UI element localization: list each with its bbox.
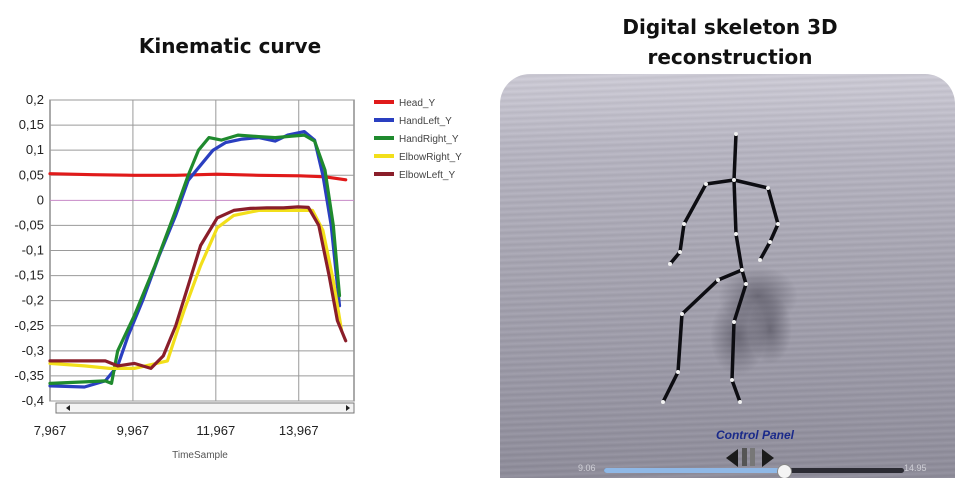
skeleton-joint: [744, 282, 748, 286]
skeleton-bone: [730, 378, 742, 404]
pause-icon: [742, 448, 758, 469]
viewer-heading: Digital skeleton 3D reconstruction: [560, 12, 900, 72]
skeleton-bone: [732, 132, 738, 182]
skeleton-bone: [732, 178, 738, 236]
control-panel-label: Control Panel: [715, 428, 794, 442]
skeleton-joint: [680, 312, 684, 316]
skeleton-shadow: [710, 266, 798, 376]
step-back-icon: [726, 449, 738, 467]
skeleton-joint: [678, 250, 682, 254]
x-tick-label: 13,967: [279, 423, 319, 438]
skeleton-bone: [758, 240, 772, 262]
skeleton-figure[interactable]: [661, 132, 780, 404]
y-tick-label: -0,1: [22, 243, 44, 258]
y-tick-label: 0,05: [19, 167, 44, 182]
x-tick-label: 7,967: [34, 423, 67, 438]
x-axis-title: TimeSample: [172, 450, 228, 461]
kinematic-chart-panel: 0,2 0,15 0,1 0,05 0 -0,05 -0,1 -0,15 -0,2 -0,25 -0…: [0, 76, 500, 478]
scroll-left-icon[interactable]: [66, 405, 70, 411]
step-back-button[interactable]: [726, 448, 740, 468]
series-line-head-y: [48, 172, 348, 182]
chart-heading: Kinematic curve: [138, 34, 322, 58]
skeleton-bone: [668, 250, 682, 266]
skeleton-scene: [661, 132, 798, 404]
skeleton-bone: [661, 370, 680, 404]
skeleton-joint: [661, 400, 665, 404]
x-tick-label: 11,967: [196, 423, 235, 438]
skeleton-bone: [682, 182, 708, 226]
series-line-handright-y: [48, 133, 342, 385]
scroll-right-icon[interactable]: [346, 405, 350, 411]
y-tick-label: -0,35: [14, 368, 44, 383]
skeleton-joint: [682, 222, 686, 226]
skeleton-joint: [732, 178, 736, 182]
skeleton-joint: [758, 258, 762, 262]
skeleton-joint: [676, 370, 680, 374]
time-start: 9.06: [578, 463, 596, 473]
skeleton-joint: [716, 278, 720, 282]
y-tick-label: -0,25: [14, 318, 44, 333]
skeleton-bone: [740, 268, 748, 286]
y-tick-label: 0,2: [26, 92, 44, 107]
y-tick-label: 0,1: [26, 142, 44, 157]
skeleton-bone: [704, 178, 736, 186]
legend-entry: ElbowRight_Y: [399, 152, 462, 163]
legend-entry: HandRight_Y: [399, 134, 459, 145]
y-tick-label: -0,05: [14, 217, 44, 232]
legend-entry: ElbowLeft_Y: [399, 170, 455, 181]
y-tick-label: -0,15: [14, 268, 44, 283]
y-tick-label: 0,15: [19, 117, 44, 132]
series-line-elbowleft-y: [48, 205, 348, 370]
kinematic-chart: 0,2 0,15 0,1 0,05 0 -0,05 -0,1 -0,15 -0,2 -0,25 -0…: [14, 92, 462, 461]
timeline-slider[interactable]: [604, 464, 904, 478]
skeleton-joint: [768, 240, 772, 244]
skeleton-bone: [716, 268, 744, 282]
control-panel: Control Panel 9.06 14.95: [500, 426, 955, 478]
y-tick-label: -0,2: [22, 293, 44, 308]
skeleton-joint: [734, 232, 738, 236]
skeleton-joint: [766, 186, 770, 190]
x-tick-label: 9,967: [117, 423, 150, 438]
y-tick-label: 0: [37, 192, 44, 207]
skeleton-bone: [732, 178, 770, 190]
skeleton-bone: [730, 320, 736, 382]
legend-entry: HandLeft_Y: [399, 116, 452, 127]
step-forward-icon: [762, 449, 774, 467]
y-tick-label: -0,4: [22, 393, 44, 408]
y-tick-label: -0,3: [22, 343, 44, 358]
skeleton-bone: [768, 222, 780, 244]
skeleton-bone: [680, 278, 720, 316]
viewer-heading-line2: reconstruction: [647, 45, 813, 69]
time-end: 14.95: [904, 463, 927, 473]
skeleton-joint: [732, 320, 736, 324]
chart-scrollbar[interactable]: [55, 402, 355, 414]
skeleton-joint: [704, 182, 708, 186]
skeleton-joint: [738, 400, 742, 404]
skeleton-joint: [730, 378, 734, 382]
step-forward-button[interactable]: [762, 448, 776, 468]
timeline-thumb[interactable]: [777, 464, 792, 478]
skeleton-bone: [678, 222, 686, 254]
legend-entry: Head_Y: [399, 98, 435, 109]
skeleton-joint: [776, 222, 780, 226]
skeleton-bone: [766, 186, 780, 226]
timeline-progress: [604, 468, 784, 473]
viewer-heading-line1: Digital skeleton 3D: [622, 15, 838, 39]
skeleton-joint: [740, 268, 744, 272]
skeleton-joint: [668, 262, 672, 266]
skeleton-bone: [676, 312, 684, 374]
skeleton-3d-viewer[interactable]: Control Panel 9.06 14.95: [500, 74, 955, 478]
skeleton-bone: [732, 282, 748, 324]
skeleton-bone: [734, 232, 744, 272]
pause-button[interactable]: [742, 448, 758, 468]
skeleton-joint: [734, 132, 738, 136]
